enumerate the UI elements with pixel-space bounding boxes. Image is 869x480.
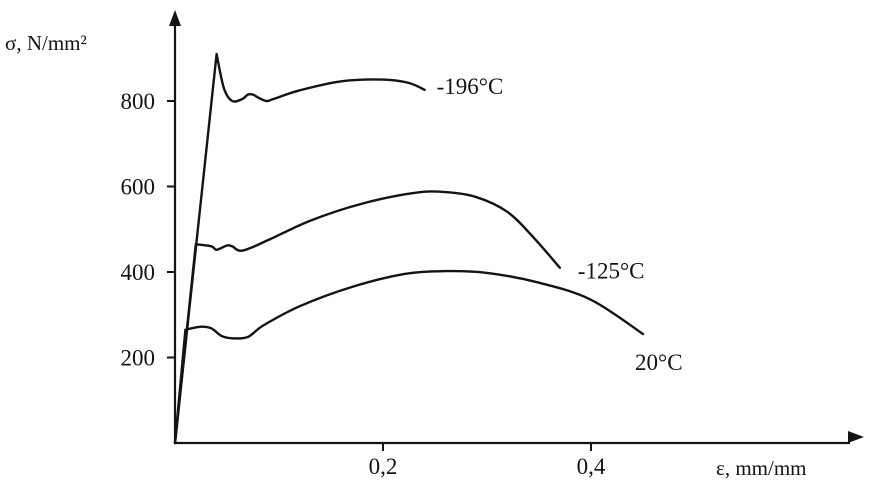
series-curve	[173, 52, 426, 445]
series-curve	[173, 269, 645, 445]
axis-ticks	[167, 100, 592, 451]
series-curve	[173, 190, 561, 445]
x-axis	[175, 431, 864, 445]
series-label: -125°C	[578, 259, 645, 284]
series-curves	[173, 52, 645, 445]
text-labels: σ, N/mm² ε, mm/mm 200 400 600 800 0,2 0,4 -196…	[5, 31, 807, 480]
x-axis-label: ε, mm/mm	[716, 456, 807, 480]
y-tick-label: 400	[121, 260, 156, 285]
series-label: 20°C	[635, 350, 683, 375]
x-tick-label: 0,4	[577, 454, 606, 479]
y-tick-label: 800	[121, 89, 156, 114]
x-tick-label: 0,2	[369, 454, 398, 479]
y-axis-arrowhead	[169, 10, 181, 26]
y-axis	[169, 10, 181, 443]
y-axis-label: σ, N/mm²	[5, 31, 87, 55]
x-axis-arrowhead	[848, 431, 864, 443]
y-tick-label: 600	[121, 175, 156, 200]
series-label: -196°C	[437, 74, 504, 99]
y-tick-label: 200	[121, 346, 156, 371]
